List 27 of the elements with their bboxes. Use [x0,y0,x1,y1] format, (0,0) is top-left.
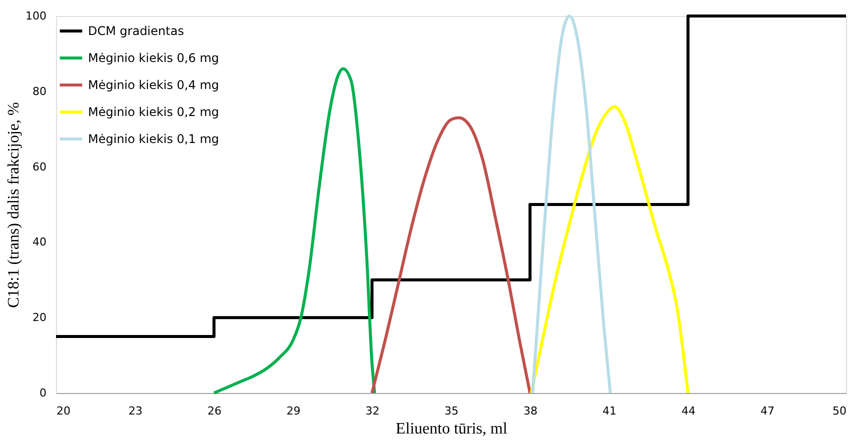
legend-label: DCM gradientas [88,24,184,38]
legend-label: Mėginio kiekis 0,1 mg [88,132,220,146]
x-axis-title: Eliuento tūris, ml [396,420,508,438]
x-tick-label: 41 [602,404,616,418]
x-tick-label: 35 [444,404,458,418]
y-tick-label: 40 [32,236,46,249]
legend-label: Mėginio kiekis 0,2 mg [88,105,220,119]
x-tick-label: 50 [832,404,846,418]
line-series [370,116,532,394]
line-series [531,14,612,394]
y-axis-title: C18:1 (trans) dalis frakcijoje, % [6,102,23,308]
y-tick-label: 100 [26,10,46,22]
x-tick-label: 26 [208,404,222,418]
y-tick-label: 0 [40,386,46,400]
x-tick-label: 23 [128,404,142,418]
y-tick-label: 20 [32,311,46,324]
x-tick-label: 20 [56,404,70,418]
y-tick-label: 60 [32,160,46,174]
y-tick-label: 80 [32,84,46,98]
x-tick-label: 38 [524,404,538,418]
x-tick-label: 32 [366,404,380,418]
line-series [530,104,690,394]
x-tick-label: 29 [286,404,300,418]
legend-label: Mėginio kiekis 0,6 mg [88,51,220,65]
x-tick-label: 44 [682,404,696,418]
x-tick-label: 47 [760,404,774,418]
legend-label: Mėginio kiekis 0,4 mg [88,78,220,92]
